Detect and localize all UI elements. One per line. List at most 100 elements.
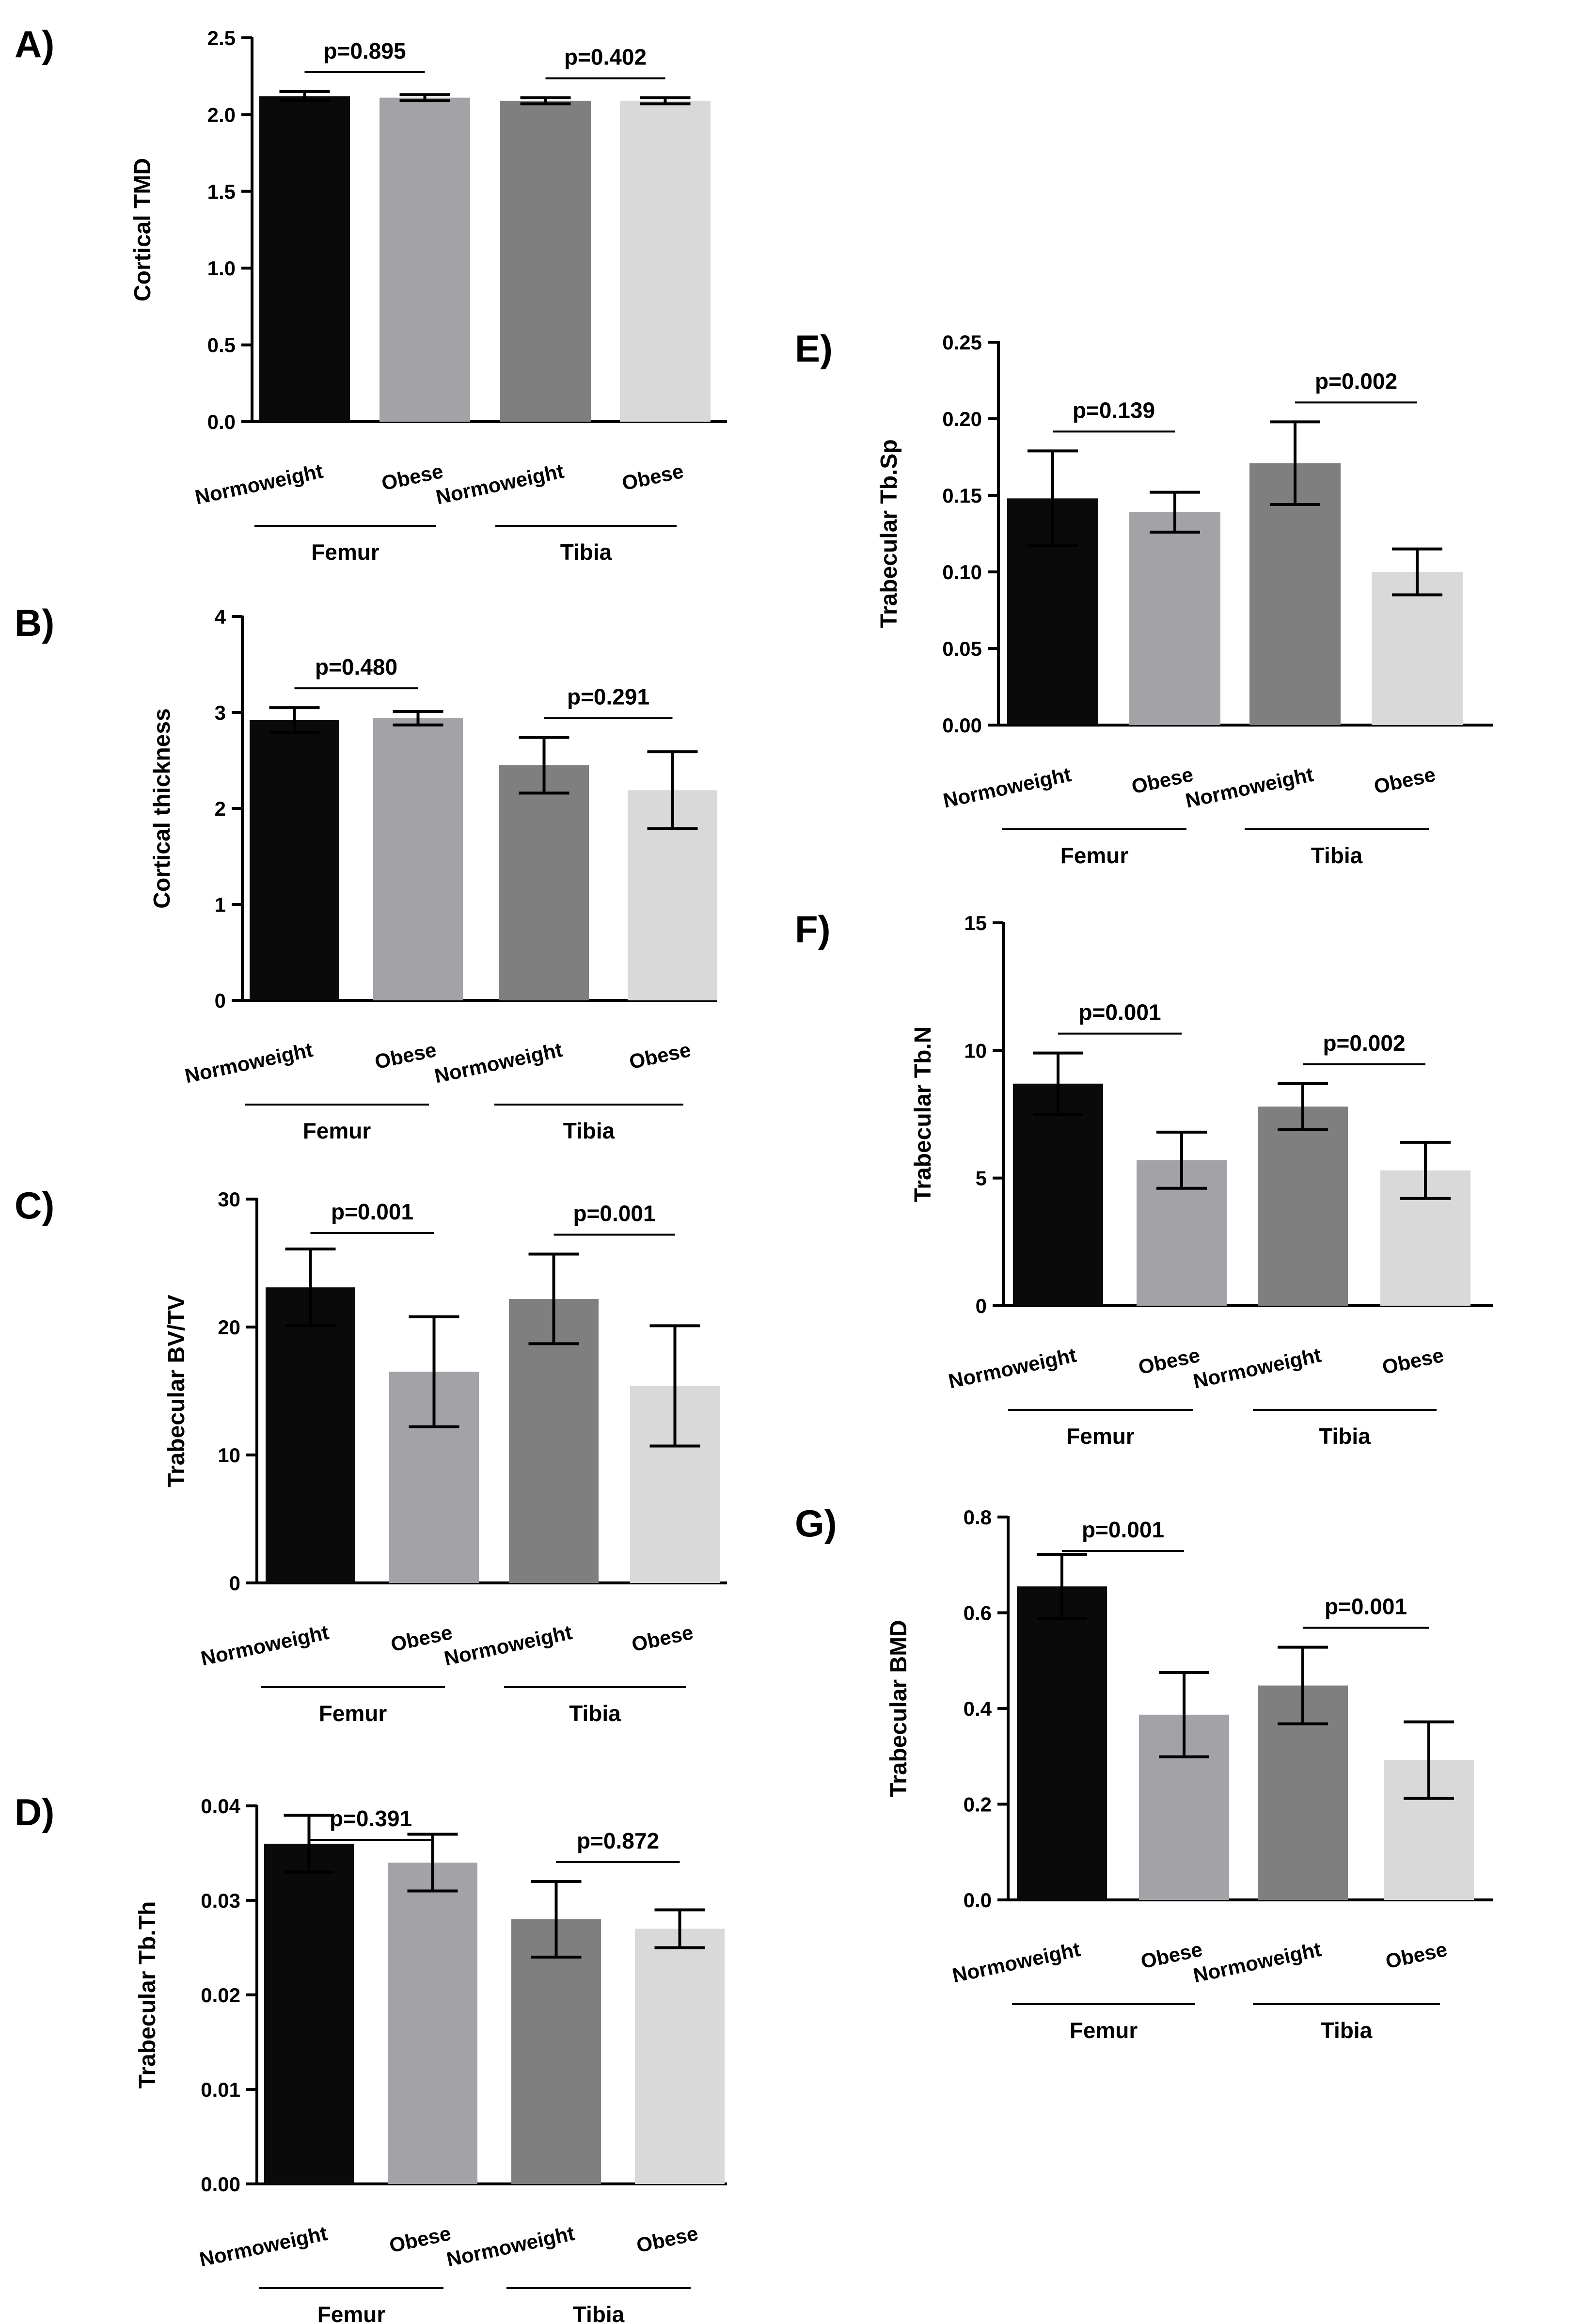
x-category-label: Normoweight bbox=[442, 1621, 574, 1670]
panel-label: F) bbox=[795, 908, 831, 950]
bar-obese-tibia bbox=[620, 100, 711, 422]
bar-obese-femur bbox=[388, 1863, 477, 2184]
y-tick-label: 0.10 bbox=[942, 561, 982, 584]
y-tick-label: 20 bbox=[218, 1316, 240, 1339]
p-value-label: p=0.002 bbox=[1323, 1030, 1405, 1056]
y-tick-label: 0.2 bbox=[964, 1793, 992, 1816]
panel-label: D) bbox=[15, 1791, 54, 1834]
y-tick-label: 0.02 bbox=[201, 1984, 240, 2007]
panel-g: G) 0.0 0.2 0.4 0.6 0.8 Trabecular BMD Normoweig… bbox=[795, 1502, 1493, 2043]
y-tick-label: 0.01 bbox=[201, 2078, 240, 2101]
x-category-label: Normoweight bbox=[1191, 1938, 1323, 1987]
p-value-label: p=0.001 bbox=[1082, 1517, 1164, 1542]
x-category-label: Obese bbox=[1372, 763, 1437, 798]
bar-normoweight-femur bbox=[1017, 1586, 1107, 1900]
x-category-label: Normoweight bbox=[1191, 1344, 1323, 1393]
p-value-label: p=0.480 bbox=[315, 654, 397, 680]
panel-label: B) bbox=[15, 601, 54, 644]
panel-a: A) 0.0 0.5 1.0 1.5 2.0 2.5 Cortical TMD Normowei… bbox=[15, 23, 727, 565]
y-tick-label: 0.25 bbox=[942, 331, 982, 354]
bar-normoweight-tibia bbox=[1258, 1107, 1348, 1306]
bar-normoweight-femur bbox=[266, 1287, 355, 1583]
panel-label: G) bbox=[795, 1502, 837, 1545]
x-category-label: Normoweight bbox=[950, 1938, 1082, 1987]
y-tick-label: 0.00 bbox=[942, 714, 982, 737]
y-tick-label: 0.0 bbox=[207, 411, 236, 433]
y-tick-label: 0.0 bbox=[964, 1889, 992, 1912]
panel-label: A) bbox=[15, 23, 54, 65]
bar-obese-femur bbox=[379, 97, 470, 422]
group-label-tibia: Tibia bbox=[1321, 2018, 1373, 2043]
group-label-tibia: Tibia bbox=[560, 539, 612, 565]
y-tick-label: 5 bbox=[976, 1167, 987, 1190]
x-category-label: Obese bbox=[1380, 1344, 1445, 1379]
bar-normoweight-femur bbox=[264, 1844, 354, 2184]
p-value-label: p=0.001 bbox=[331, 1199, 413, 1224]
group-label-femur: Femur bbox=[319, 1701, 387, 1726]
y-tick-label: 0.5 bbox=[207, 334, 236, 357]
y-axis-title: Trabecular Tb.N bbox=[910, 1027, 936, 1202]
p-value-label: p=0.895 bbox=[323, 38, 406, 63]
panel-label: C) bbox=[15, 1184, 54, 1227]
bar-normoweight-tibia bbox=[1249, 463, 1341, 725]
x-category-label: Normoweight bbox=[1184, 763, 1315, 812]
p-value-label: p=0.001 bbox=[573, 1201, 655, 1226]
y-tick-label: 0.8 bbox=[964, 1506, 992, 1529]
group-label-femur: Femur bbox=[317, 2302, 386, 2324]
y-tick-label: 3 bbox=[215, 701, 226, 724]
y-tick-label: 0 bbox=[215, 989, 226, 1012]
p-value-label: p=0.402 bbox=[564, 45, 647, 70]
y-tick-label: 10 bbox=[964, 1039, 987, 1062]
p-value-label: p=0.391 bbox=[330, 1806, 412, 1831]
panel-label: E) bbox=[795, 327, 833, 370]
bar-obese-femur bbox=[373, 718, 463, 1000]
x-category-label: Normoweight bbox=[947, 1344, 1078, 1393]
y-axis-title: Cortical TMD bbox=[130, 158, 156, 301]
panel-c: C) 0 10 20 30 Trabecular BV/TV Normoweight Obes… bbox=[15, 1184, 727, 1726]
y-axis-title: Trabecular BMD bbox=[886, 1620, 912, 1797]
x-category-label: Normoweight bbox=[199, 1621, 331, 1670]
bar-normoweight-femur bbox=[250, 720, 339, 1000]
y-tick-label: 30 bbox=[218, 1188, 240, 1211]
y-tick-label: 1.0 bbox=[207, 257, 236, 280]
panel-d: D) 0.00 0.01 0.02 0.03 0.04 Trabecular Tb.Th No… bbox=[15, 1791, 727, 2324]
group-label-femur: Femur bbox=[1066, 1423, 1135, 1449]
bar-normoweight-femur bbox=[1013, 1083, 1103, 1306]
x-category-label: Normoweight bbox=[197, 2222, 329, 2271]
y-axis-title: Trabecular Tb.Sp bbox=[876, 439, 902, 628]
bar-obese-femur bbox=[1129, 512, 1220, 725]
group-label-tibia: Tibia bbox=[1311, 843, 1363, 868]
x-category-label: Normoweight bbox=[444, 2222, 576, 2271]
group-label-tibia: Tibia bbox=[1319, 1423, 1371, 1449]
group-label-tibia: Tibia bbox=[563, 1118, 615, 1143]
bar-obese-tibia bbox=[635, 1929, 725, 2184]
x-category-label: Normoweight bbox=[432, 1038, 564, 1088]
bar-normoweight-tibia bbox=[499, 765, 589, 1000]
group-label-tibia: Tibia bbox=[573, 2302, 625, 2324]
x-category-label: Obese bbox=[1383, 1938, 1449, 1973]
bar-obese-tibia bbox=[1372, 572, 1463, 725]
p-value-label: p=0.139 bbox=[1073, 397, 1155, 423]
bar-normoweight-tibia bbox=[509, 1298, 599, 1583]
y-tick-label: 4 bbox=[215, 605, 226, 628]
y-axis-title: Cortical thickness bbox=[149, 708, 175, 908]
x-category-label: Obese bbox=[387, 2222, 453, 2257]
p-value-label: p=0.872 bbox=[577, 1828, 659, 1853]
x-category-label: Obese bbox=[634, 2222, 700, 2257]
x-category-label: Normoweight bbox=[193, 459, 325, 509]
y-tick-label: 2.0 bbox=[207, 103, 236, 126]
x-category-label: Normoweight bbox=[941, 763, 1073, 812]
y-tick-label: 0 bbox=[229, 1572, 240, 1595]
y-tick-label: 2.5 bbox=[207, 27, 236, 49]
p-value-label: p=0.001 bbox=[1325, 1594, 1407, 1619]
panel-e: E) 0.00 0.05 0.10 0.15 0.20 0.25 Trabecular Tb.… bbox=[795, 327, 1493, 868]
y-tick-label: 0.6 bbox=[964, 1602, 992, 1625]
x-category-label: Normoweight bbox=[434, 459, 566, 509]
y-tick-label: 0.00 bbox=[201, 2173, 240, 2196]
y-tick-label: 0.15 bbox=[942, 484, 982, 507]
x-category-label: Obese bbox=[630, 1621, 695, 1656]
group-label-femur: Femur bbox=[311, 539, 379, 565]
x-category-label: Obese bbox=[373, 1038, 438, 1074]
y-tick-label: 1.5 bbox=[207, 180, 236, 203]
